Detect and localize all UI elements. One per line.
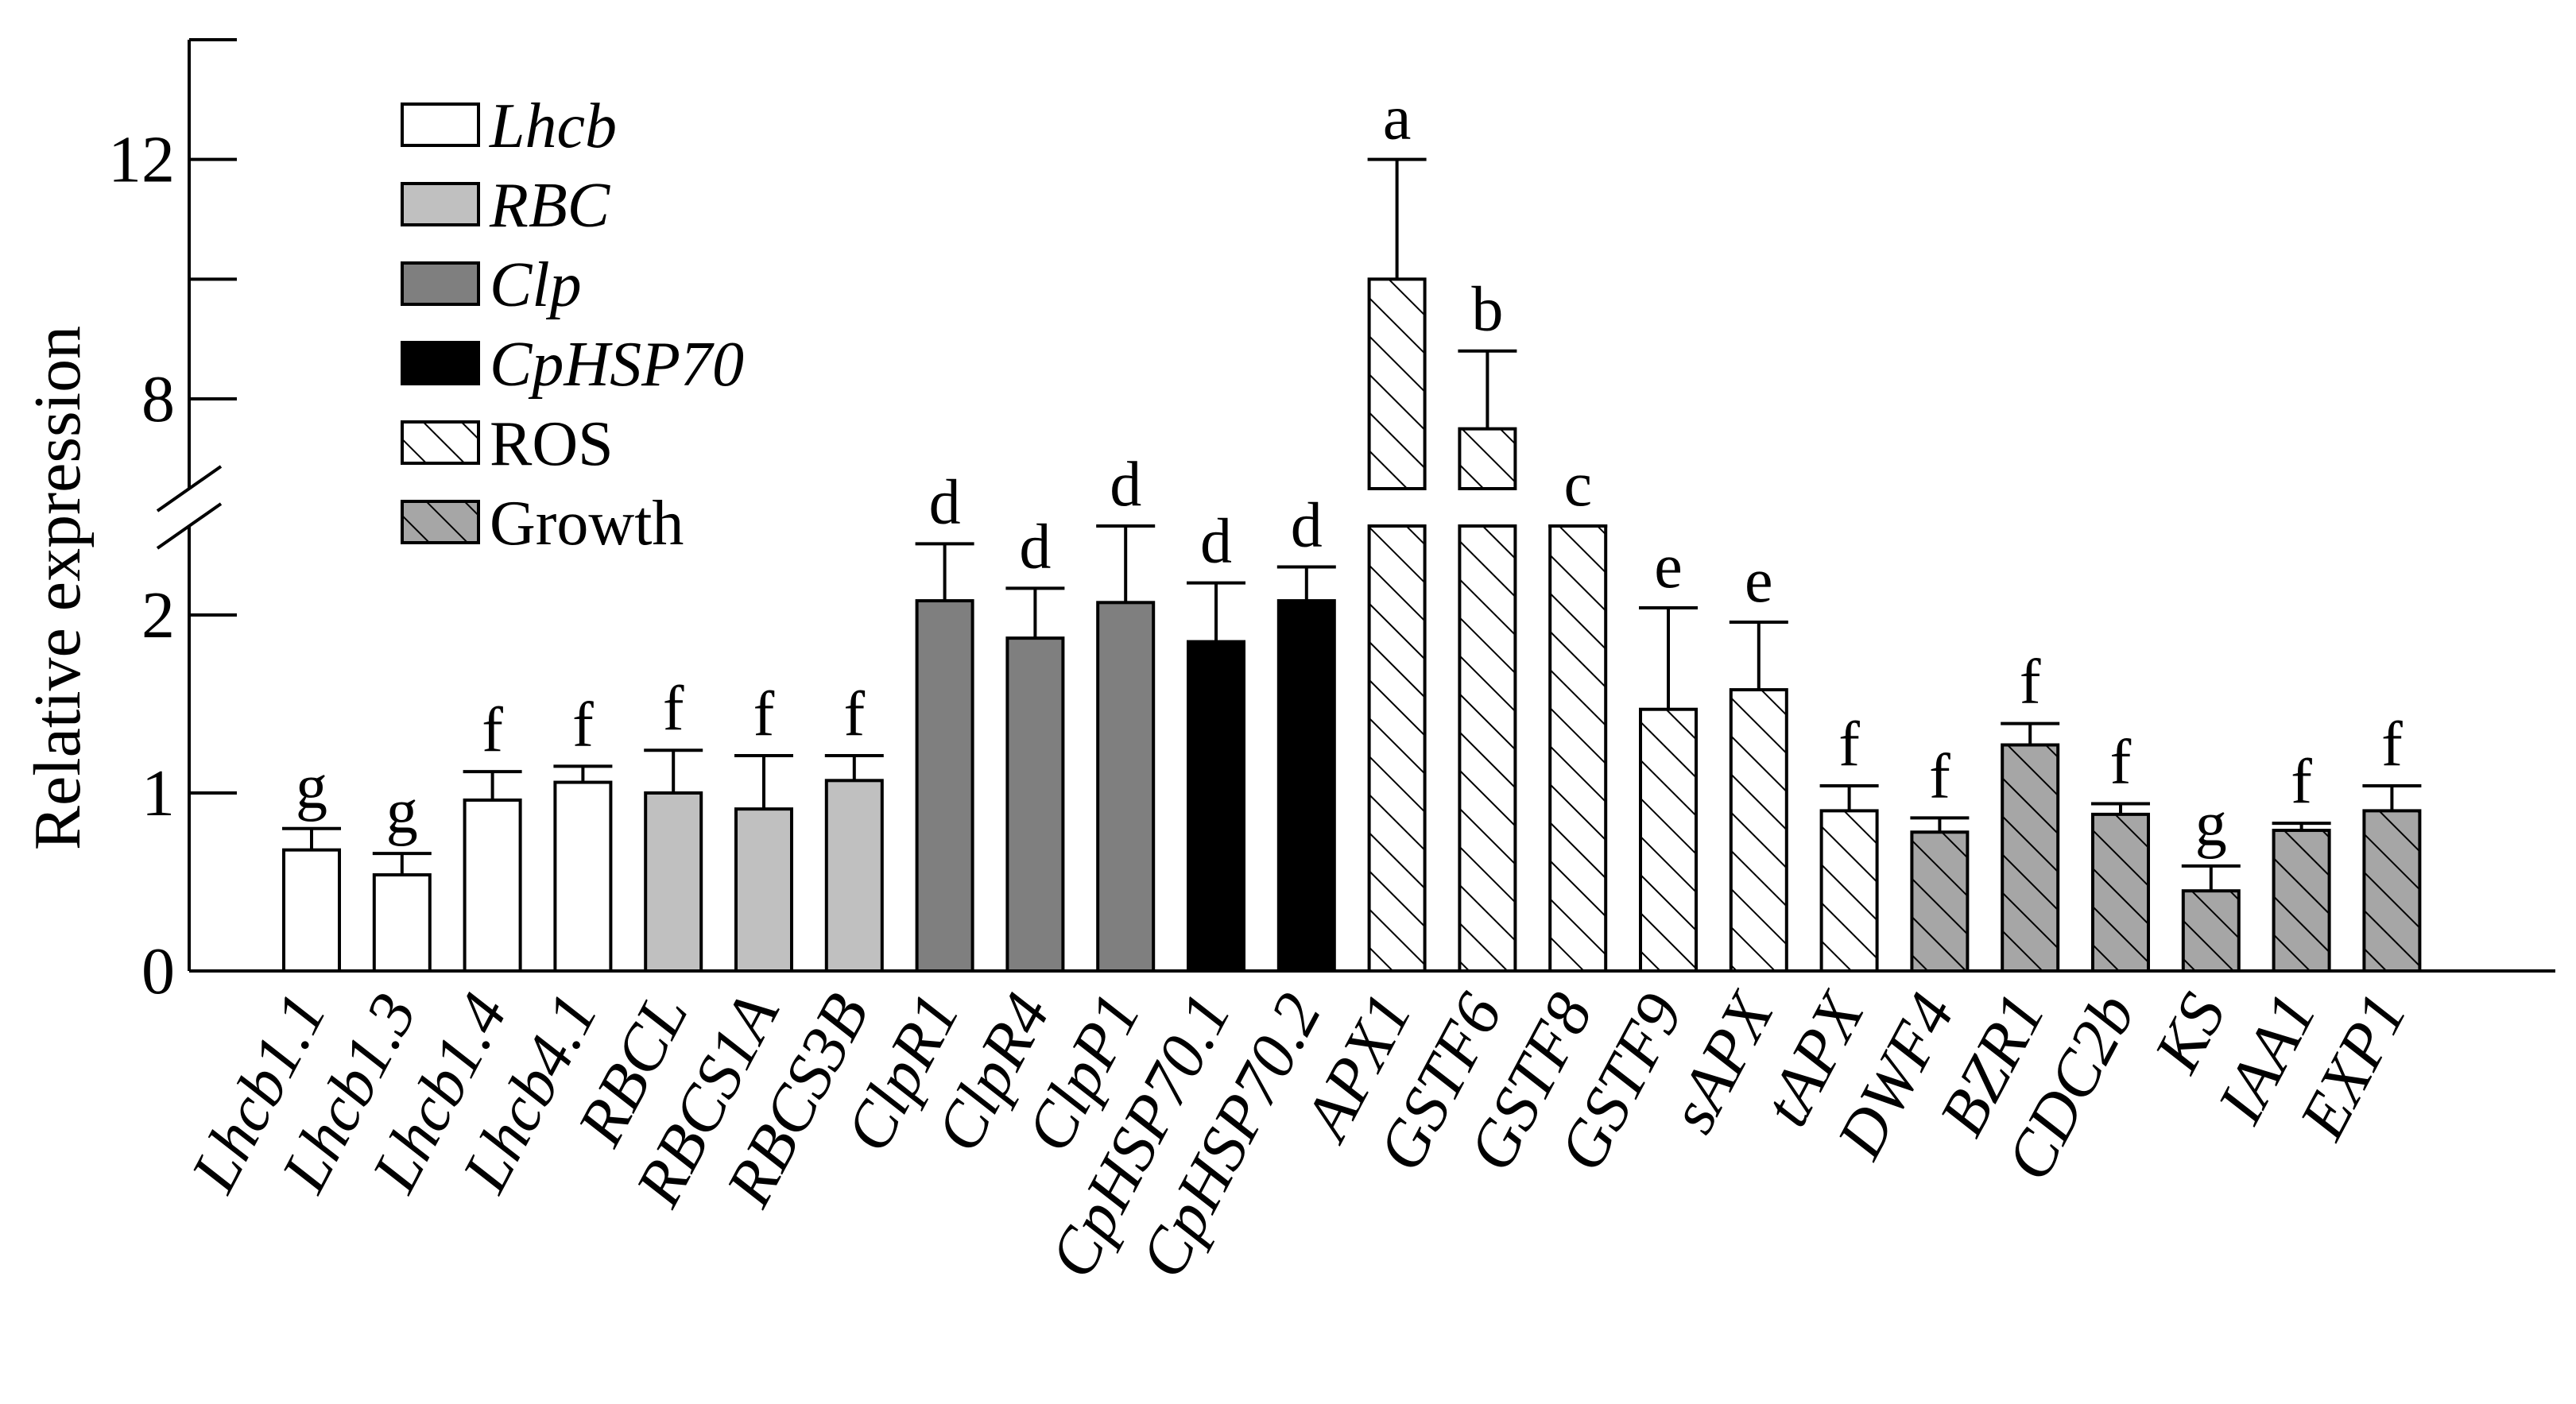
bar-17 [1729,688,1788,973]
bar-11 [1187,640,1245,973]
legend-swatch-1 [401,102,480,147]
significance-label-1: g [296,752,327,822]
y-tick-label-3: 2 [141,578,175,652]
significance-label-17: e [1745,546,1773,616]
axis-break-mark-lower [156,502,223,550]
bar-8 [915,599,974,973]
bar-22 [2181,889,2241,973]
legend-swatch-2 [401,182,480,226]
legend-label-2: RBC [489,171,611,241]
legend-label-1: Lhcb [489,91,617,161]
bar-23 [2272,829,2331,973]
significance-label-11: d [1200,507,1232,577]
bar-16 [1639,707,1698,973]
bar-7 [824,779,884,973]
significance-label-22: g [2195,790,2227,860]
significance-label-14: b [1471,275,1503,345]
legend-swatch-6 [401,500,480,544]
significance-label-21: f [2110,727,2132,797]
legend-swatch-4 [401,341,480,385]
y-tick-label-1: 0 [141,934,175,1008]
significance-label-12: d [1291,491,1323,561]
legend-label-5: ROS [490,409,614,479]
bar-19 [1910,830,1970,973]
bar-13-lower [1367,524,1427,973]
bar-14-lower [1458,524,1517,973]
bar-20 [2001,743,2060,973]
legend-swatch-5 [401,420,480,465]
legend-label-6: Growth [490,489,684,559]
significance-label-5: f [663,674,684,744]
bar-6 [734,807,793,973]
significance-label-24: f [2381,710,2403,779]
bar-1 [282,848,341,973]
bar-3 [463,798,522,973]
significance-label-7: f [843,679,865,749]
bar-4 [553,780,613,973]
legend-label-4: CpHSP70 [490,330,744,400]
significance-label-13: a [1383,83,1412,153]
axis-break-mark-upper [156,465,223,512]
significance-label-19: f [1929,741,1950,811]
significance-label-15: c [1563,450,1592,520]
bar-18 [1819,809,1879,973]
bar-21 [2091,812,2150,973]
significance-label-4: f [572,690,594,760]
significance-label-8: d [929,467,961,537]
y-axis-title: Relative expression [21,326,95,850]
bar-24 [2362,809,2422,973]
significance-label-3: f [482,695,503,765]
y-tick-label-2: 1 [141,756,175,830]
significance-label-10: d [1110,450,1141,520]
significance-label-16: e [1654,532,1683,601]
bar-13-upper [1367,277,1427,490]
significance-label-23: f [2291,747,2312,817]
significance-label-6: f [753,679,775,749]
significance-label-2: g [386,777,418,847]
legend-label-3: Clp [490,250,582,320]
bar-9 [1005,636,1065,973]
bar-14-upper [1458,427,1517,491]
significance-label-20: f [2020,648,2041,717]
significance-label-18: f [1838,710,1860,779]
significance-label-9: d [1019,512,1051,582]
bar-2 [372,873,432,973]
bar-10 [1096,601,1156,973]
y-tick-label-4: 8 [141,362,175,436]
legend-swatch-3 [401,261,480,306]
y-tick-label-5: 12 [108,123,175,197]
bar-5 [644,791,703,973]
bar-12 [1276,599,1336,973]
category-label-17: sAPX [1656,980,1788,1143]
bar-15-lower [1548,524,1608,973]
